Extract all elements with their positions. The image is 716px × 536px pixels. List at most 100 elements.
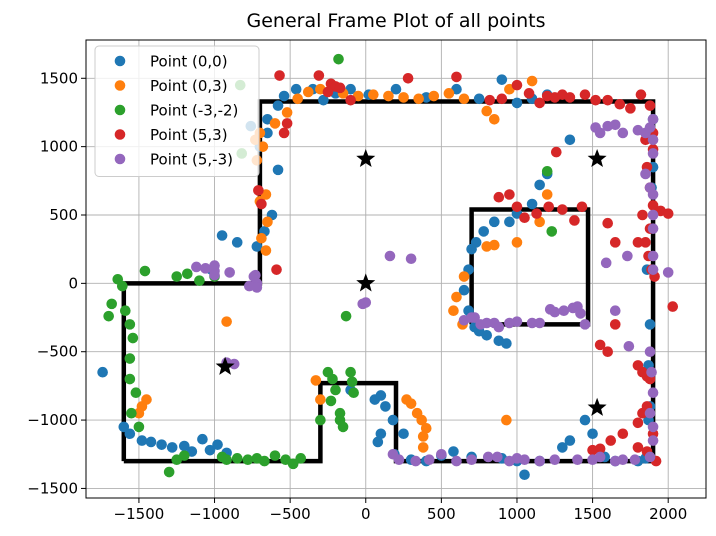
x-tick-label: −1500 [114, 505, 165, 523]
data-point [281, 118, 293, 129]
data-point [493, 191, 505, 203]
data-point [310, 375, 322, 386]
legend-label: Point (-3,-2) [150, 102, 238, 120]
data-point [662, 267, 674, 278]
x-tick-label: 500 [427, 505, 456, 523]
data-point [327, 373, 338, 385]
data-point [481, 317, 493, 329]
data-point [178, 450, 190, 461]
data-point [380, 401, 391, 412]
data-point [466, 454, 477, 466]
data-point [315, 394, 326, 405]
data-point [488, 216, 500, 228]
data-point [390, 83, 402, 95]
data-point [600, 257, 612, 269]
data-point [458, 284, 470, 296]
data-point [269, 450, 281, 461]
data-point [182, 268, 193, 280]
data-point [256, 198, 267, 210]
data-point [644, 100, 656, 111]
data-point [271, 264, 282, 275]
data-point [383, 90, 394, 102]
y-tick-label: 500 [49, 206, 78, 224]
data-point [511, 97, 523, 109]
data-point [511, 316, 523, 327]
data-point [496, 74, 508, 85]
data-point [333, 53, 344, 65]
data-point [526, 317, 538, 329]
data-point [250, 269, 261, 281]
data-point [647, 387, 659, 399]
x-axis: −1500 −1000 −500 0 500 1000 1500 2000 [114, 498, 687, 523]
data-point [171, 271, 183, 282]
data-point [330, 384, 341, 396]
data-point [166, 442, 178, 453]
data-point [118, 421, 130, 433]
data-point [274, 70, 285, 81]
data-point [133, 407, 145, 419]
data-point [405, 253, 417, 265]
data-point [667, 301, 679, 312]
data-point [97, 366, 108, 378]
data-point [322, 86, 334, 98]
data-point [224, 267, 235, 278]
data-point [564, 92, 576, 103]
data-point [295, 453, 307, 464]
data-point [209, 260, 220, 271]
data-point [609, 305, 621, 316]
data-point [481, 105, 493, 117]
plot-area-border [85, 39, 707, 499]
legend-marker [114, 153, 126, 165]
y-tick-label: −500 [37, 343, 78, 361]
data-point [647, 200, 659, 211]
data-point [644, 122, 656, 133]
data-point [579, 89, 591, 100]
data-point [488, 113, 500, 125]
data-point [103, 310, 114, 322]
data-point [534, 179, 545, 191]
data-point [469, 312, 480, 323]
x-tick-label: 1000 [498, 505, 536, 523]
data-point [623, 340, 635, 352]
legend-marker [114, 129, 126, 140]
data-point [251, 282, 263, 293]
star-marker [215, 356, 235, 375]
data-point [133, 421, 145, 433]
series-4 [191, 113, 674, 467]
data-point [292, 93, 304, 105]
data-point [124, 373, 136, 385]
data-point [398, 92, 409, 103]
data-point [313, 70, 325, 81]
data-point [629, 454, 641, 466]
points-layer [97, 53, 679, 481]
data-point [579, 414, 591, 426]
data-point [130, 387, 142, 399]
data-point [617, 428, 629, 440]
data-point [448, 305, 459, 316]
data-point [501, 414, 512, 426]
data-point [290, 83, 302, 95]
data-point [212, 439, 223, 450]
legend-label: Point (0,3) [150, 77, 228, 95]
y-tick-label: 0 [68, 274, 78, 292]
data-point [609, 119, 621, 131]
data-point [526, 198, 538, 210]
data-point [337, 421, 349, 433]
data-point [519, 212, 530, 224]
data-point [481, 241, 493, 252]
data-point [541, 189, 553, 200]
legend-label: Point (5,-3) [150, 151, 233, 169]
data-point [511, 201, 523, 213]
data-point [622, 250, 633, 262]
data-point [340, 310, 352, 322]
data-point [572, 454, 583, 466]
data-point [647, 223, 659, 234]
data-point [625, 103, 636, 114]
data-point [481, 330, 493, 341]
data-point [116, 280, 128, 292]
data-point [272, 164, 284, 176]
data-point [526, 75, 538, 87]
data-point [410, 455, 421, 467]
data-point [541, 165, 553, 177]
legend-label: Point (0,0) [150, 53, 228, 71]
